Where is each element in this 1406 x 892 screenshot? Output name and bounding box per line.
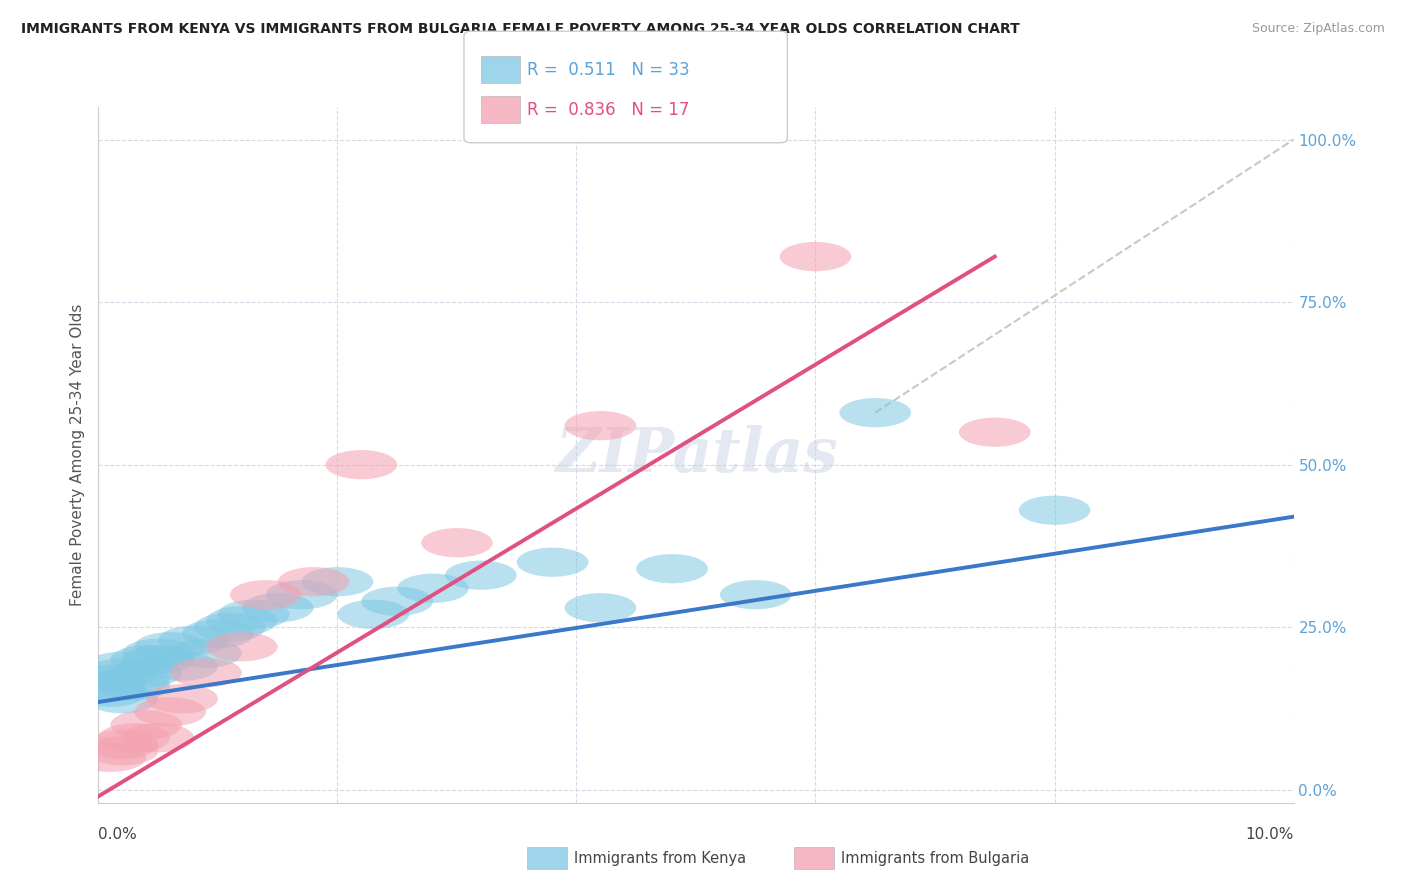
Ellipse shape — [75, 665, 146, 694]
Ellipse shape — [183, 619, 254, 648]
Ellipse shape — [361, 587, 433, 615]
Ellipse shape — [135, 698, 207, 726]
Ellipse shape — [637, 554, 709, 583]
Ellipse shape — [87, 652, 159, 681]
Ellipse shape — [422, 528, 494, 558]
Ellipse shape — [122, 639, 194, 668]
Ellipse shape — [159, 625, 231, 655]
Ellipse shape — [135, 632, 207, 661]
Ellipse shape — [325, 450, 398, 479]
Ellipse shape — [266, 580, 337, 609]
Text: 10.0%: 10.0% — [1246, 827, 1294, 841]
Ellipse shape — [218, 599, 290, 629]
Text: IMMIGRANTS FROM KENYA VS IMMIGRANTS FROM BULGARIA FEMALE POVERTY AMONG 25-34 YEA: IMMIGRANTS FROM KENYA VS IMMIGRANTS FROM… — [21, 22, 1019, 37]
Ellipse shape — [111, 710, 183, 739]
Text: Immigrants from Bulgaria: Immigrants from Bulgaria — [841, 851, 1029, 865]
Ellipse shape — [146, 684, 218, 714]
Ellipse shape — [231, 580, 302, 609]
Y-axis label: Female Poverty Among 25-34 Year Olds: Female Poverty Among 25-34 Year Olds — [69, 304, 84, 606]
Ellipse shape — [720, 580, 792, 609]
Ellipse shape — [959, 417, 1031, 447]
Ellipse shape — [517, 548, 588, 577]
Ellipse shape — [75, 671, 146, 700]
Ellipse shape — [111, 645, 183, 674]
Ellipse shape — [170, 658, 242, 688]
Ellipse shape — [98, 671, 170, 700]
Ellipse shape — [207, 632, 278, 661]
Ellipse shape — [242, 593, 314, 623]
Ellipse shape — [87, 736, 159, 765]
Ellipse shape — [87, 658, 159, 688]
Ellipse shape — [780, 242, 852, 271]
Ellipse shape — [278, 567, 350, 597]
Text: Source: ZipAtlas.com: Source: ZipAtlas.com — [1251, 22, 1385, 36]
Ellipse shape — [194, 613, 266, 642]
Ellipse shape — [839, 398, 911, 427]
Text: R =  0.511   N = 33: R = 0.511 N = 33 — [527, 61, 690, 78]
Ellipse shape — [122, 645, 194, 674]
Text: R =  0.836   N = 17: R = 0.836 N = 17 — [527, 101, 689, 119]
Text: Immigrants from Kenya: Immigrants from Kenya — [574, 851, 745, 865]
Ellipse shape — [565, 411, 637, 441]
Ellipse shape — [75, 678, 146, 706]
Text: ZIPatlas: ZIPatlas — [554, 425, 838, 485]
Ellipse shape — [146, 652, 218, 681]
Ellipse shape — [301, 567, 374, 597]
Ellipse shape — [396, 574, 470, 603]
Ellipse shape — [565, 593, 637, 623]
Text: 0.0%: 0.0% — [98, 827, 138, 841]
Ellipse shape — [207, 606, 278, 635]
Ellipse shape — [122, 723, 194, 753]
Ellipse shape — [87, 684, 159, 714]
Ellipse shape — [111, 658, 183, 688]
Ellipse shape — [337, 599, 409, 629]
Ellipse shape — [98, 665, 170, 694]
Ellipse shape — [446, 560, 517, 590]
Ellipse shape — [1018, 496, 1091, 524]
Ellipse shape — [170, 639, 242, 668]
Ellipse shape — [98, 723, 170, 753]
Ellipse shape — [75, 743, 146, 772]
Ellipse shape — [87, 730, 159, 759]
